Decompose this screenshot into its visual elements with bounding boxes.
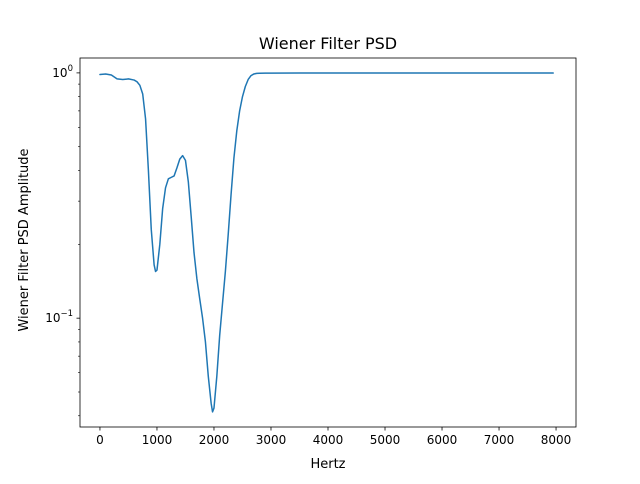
plot-area [99,72,554,413]
chart-title: Wiener Filter PSD [259,34,397,53]
series-line-0 [99,72,554,413]
x-axis-label: Hertz [310,457,345,472]
x-tick-label-3000: 3000 [256,433,287,447]
x-tick-label-7000: 7000 [484,433,515,447]
y-tick-label-1: 100 [52,64,73,80]
x-tick-label-0: 0 [96,433,104,447]
x-tick-label-4000: 4000 [313,433,344,447]
y-tick-label-0: 10−1 [45,309,73,325]
x-tick-label-1000: 1000 [142,433,173,447]
y-axis-label: Wiener Filter PSD Amplitude [17,148,32,331]
axes: 0 1000 2000 3000 4000 5000 6000 7000 8000 10−1 100 [45,57,577,447]
x-tick-label-8000: 8000 [541,433,572,447]
x-tick-label-5000: 5000 [370,433,401,447]
x-tick-label-2000: 2000 [199,433,230,447]
x-tick-label-6000: 6000 [427,433,458,447]
